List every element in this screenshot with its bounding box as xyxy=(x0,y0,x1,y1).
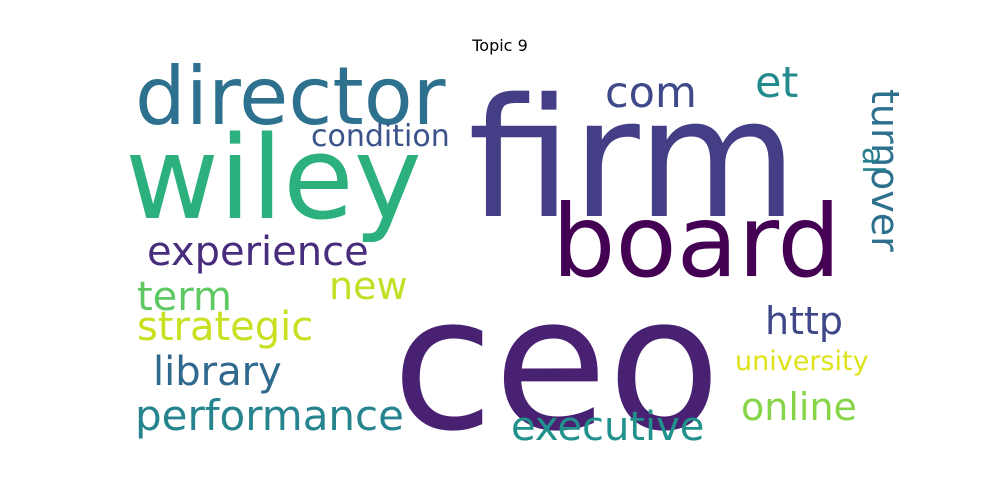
word-term: term xyxy=(137,274,232,320)
word-performance: performance xyxy=(135,391,404,440)
word-http: http xyxy=(765,299,844,343)
word-et: et xyxy=(755,62,799,108)
word-firm: firm xyxy=(468,63,798,255)
word-director: director xyxy=(135,62,446,143)
word-library: library xyxy=(153,349,282,395)
word-new: new xyxy=(329,264,408,308)
word-online: online xyxy=(741,385,857,429)
word-al: al xyxy=(855,147,890,174)
word-university: university xyxy=(735,346,869,377)
word-wiley: wiley xyxy=(125,112,422,246)
word-experience: experience xyxy=(147,229,369,275)
word-strategic: strategic xyxy=(137,304,314,350)
word-ceo: ceo xyxy=(392,256,721,453)
word-com: com xyxy=(605,68,697,118)
chart-title: Topic 9 xyxy=(472,36,528,55)
word-cloud: ceo firm board wiley director com et turnover al… xyxy=(125,62,900,452)
word-executive: executive xyxy=(511,404,705,450)
word-condition: condition xyxy=(311,119,450,154)
word-board: board xyxy=(552,183,841,300)
